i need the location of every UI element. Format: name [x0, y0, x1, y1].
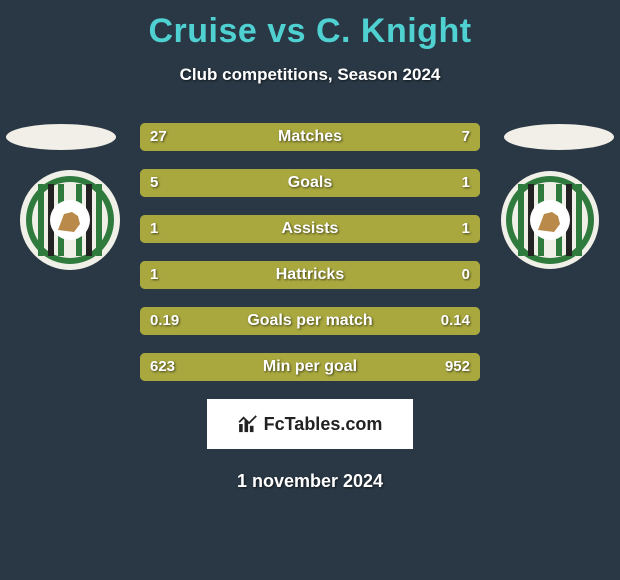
- player-photo-placeholder-right: [504, 124, 614, 150]
- stat-label: Goals per match: [140, 307, 480, 335]
- fctables-branding: FcTables.com: [207, 399, 413, 449]
- stat-label: Min per goal: [140, 353, 480, 381]
- stat-row: 51Goals: [140, 169, 480, 197]
- stat-row: 11Assists: [140, 215, 480, 243]
- stat-row: 0.190.14Goals per match: [140, 307, 480, 335]
- stat-row: 277Matches: [140, 123, 480, 151]
- stat-label: Matches: [140, 123, 480, 151]
- stats-bar-container: 277Matches 51Goals 11Assists 10Hattricks 0.1…: [140, 123, 480, 381]
- stat-row: 623952Min per goal: [140, 353, 480, 381]
- branding-text: FcTables.com: [264, 414, 383, 435]
- stat-row: 10Hattricks: [140, 261, 480, 289]
- subtitle: Club competitions, Season 2024: [0, 65, 620, 85]
- player-photo-placeholder-left: [6, 124, 116, 150]
- page-title: Cruise vs C. Knight: [0, 0, 620, 51]
- stat-label: Assists: [140, 215, 480, 243]
- team-badge-left: [20, 170, 120, 270]
- chart-icon: [238, 415, 260, 433]
- stat-label: Hattricks: [140, 261, 480, 289]
- stat-label: Goals: [140, 169, 480, 197]
- date-text: 1 november 2024: [0, 471, 620, 492]
- team-badge-right: [500, 170, 600, 270]
